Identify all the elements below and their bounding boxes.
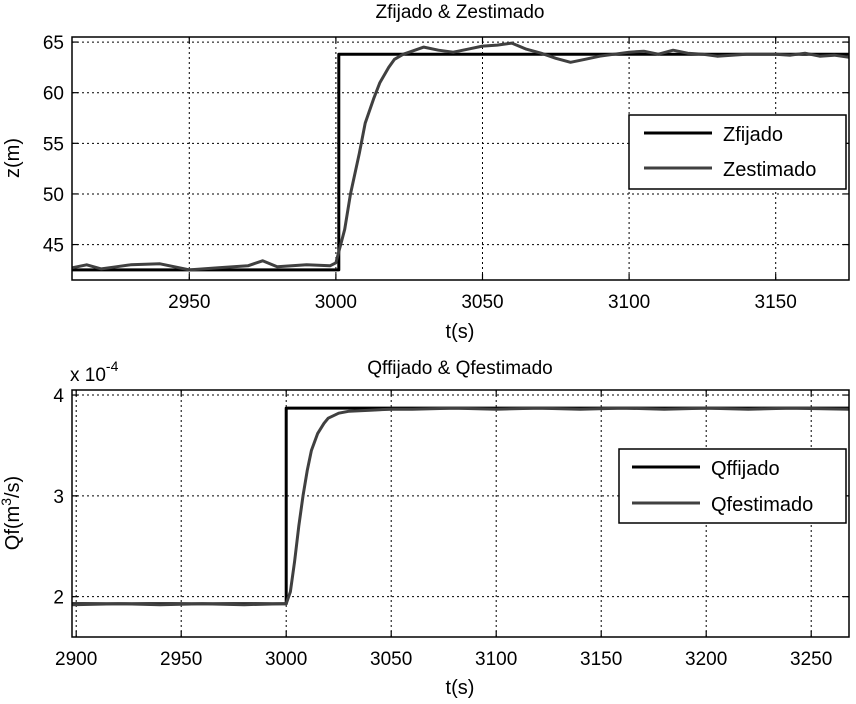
y-tick-label: 45 xyxy=(43,236,64,257)
y-tick-label: 3 xyxy=(53,487,64,508)
plot-frame xyxy=(71,389,850,638)
y-tick-label: 60 xyxy=(43,84,64,105)
ticks: 2900 2950 3000 3050 3100 3150 3200 3250 2 3 4 xyxy=(53,386,849,670)
exponent-power: -4 xyxy=(106,358,119,374)
series-line-qfestimado xyxy=(71,406,850,607)
y-tick-label: 55 xyxy=(43,134,64,155)
x-tick-label: 3100 xyxy=(608,292,650,313)
chart-qf: 2900 2950 3000 3050 3100 3150 3200 3250 2 3 4 Qffi… xyxy=(0,358,850,699)
x-tick-label: 3200 xyxy=(685,649,727,670)
exponent-label: x 10-4 xyxy=(70,358,119,386)
legend-box xyxy=(618,448,847,524)
chart-z: 2950 3000 3050 3100 3150 45 50 55 60 65 Zfijado &… xyxy=(2,2,850,343)
x-tick-label: 3050 xyxy=(461,292,503,313)
y-axis-label: z(m) xyxy=(2,138,24,178)
legend-label-qfestimado: Qfestimado xyxy=(711,494,813,516)
legend-label-zestimado: Zestimado xyxy=(723,159,816,181)
y-tick-label: 50 xyxy=(43,185,64,206)
y-axis-label-sup: 3 xyxy=(0,498,14,506)
series-group xyxy=(71,41,850,272)
x-tick-label: 3000 xyxy=(315,292,357,313)
ticks: 2950 3000 3050 3100 3150 45 50 55 60 65 xyxy=(43,33,849,313)
y-tick-label: 65 xyxy=(43,33,64,54)
series-line-zfijado xyxy=(72,52,849,272)
x-tick-label: 2950 xyxy=(160,649,202,670)
x-tick-label: 3000 xyxy=(265,649,307,670)
y-tick-label: 2 xyxy=(53,588,64,609)
legend-box xyxy=(628,114,847,190)
y-tick-label: 4 xyxy=(53,386,64,407)
x-tick-label: 3150 xyxy=(755,292,797,313)
y-axis-label-main: Qf(m xyxy=(2,506,24,550)
series-group xyxy=(71,406,850,607)
exponent-prefix: x 10 xyxy=(70,365,106,386)
x-axis-label: t(s) xyxy=(446,321,475,343)
chart-title: Qffijado & Qfestimado xyxy=(367,358,553,379)
x-tick-label: 3050 xyxy=(370,649,412,670)
x-tick-label: 3100 xyxy=(475,649,517,670)
x-tick-label: 2950 xyxy=(168,292,210,313)
plot-frame xyxy=(71,36,850,281)
x-axis-label: t(s) xyxy=(446,677,475,699)
y-axis-label: Qf(m3/s) xyxy=(0,476,24,550)
series-line-zestimado xyxy=(71,41,850,272)
x-tick-label: 3250 xyxy=(790,649,832,670)
chart-title: Zfijado & Zestimado xyxy=(376,2,545,23)
legend: Zfijado Zestimado xyxy=(628,114,847,190)
x-tick-label: 3150 xyxy=(580,649,622,670)
legend-label-qffijado: Qffijado xyxy=(711,458,780,480)
y-axis-label-end: /s) xyxy=(2,476,24,498)
legend: Qffijado Qfestimado xyxy=(618,448,847,524)
x-tick-label: 2900 xyxy=(55,649,97,670)
legend-label-zfijado: Zfijado xyxy=(723,124,783,146)
